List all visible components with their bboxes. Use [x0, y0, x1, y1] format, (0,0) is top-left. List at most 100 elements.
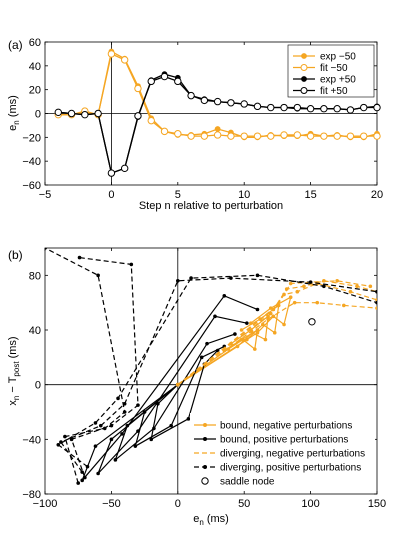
trajectory-point — [239, 337, 244, 342]
trajectory-point — [77, 255, 82, 260]
trajectory-line — [177, 302, 377, 386]
legend-entry: exp −50 — [293, 52, 356, 63]
trajectory-line — [81, 295, 258, 481]
trajectory-point — [226, 347, 231, 351]
panel-b-legend: bound, negative perturbations bound, posi… — [190, 413, 375, 489]
trajectory-point — [109, 423, 114, 428]
trajectory-point — [368, 284, 373, 289]
trajectory-bound-positive — [80, 294, 260, 483]
trajectory-point — [239, 328, 244, 332]
data-point — [67, 109, 76, 118]
trajectory-line — [70, 257, 139, 478]
trajectory-point — [308, 280, 313, 284]
trajectory-point — [288, 295, 293, 300]
series-3 — [54, 72, 381, 177]
panel-b-plot-area — [45, 248, 377, 494]
data-point — [174, 77, 182, 86]
trajectory-line — [177, 282, 377, 386]
trajectory-point — [122, 402, 127, 406]
x-tick-label: 5 — [175, 189, 181, 201]
data-point — [107, 50, 116, 58]
x-tick-label: 10 — [238, 189, 250, 201]
data-point — [200, 132, 209, 140]
y-tick-label: −40 — [22, 434, 41, 446]
trajectory-point — [375, 289, 377, 294]
trajectory-point — [80, 478, 84, 483]
legend-marker — [201, 477, 209, 485]
legend-entry: exp +50 — [293, 75, 356, 86]
legend-entry: bound, negative perturbations — [194, 421, 352, 432]
trajectory-point — [222, 294, 227, 298]
trajectory-point — [342, 303, 346, 308]
panel-a: (a) −5 0 5 10 15 20 −60 −40 −20 0 20 40 60 Step n re… — [7, 37, 383, 212]
trajectory-point — [229, 276, 233, 280]
trajectory-point — [152, 426, 156, 431]
data-point — [147, 116, 155, 125]
trajectory-point — [169, 423, 173, 428]
trajectory-point — [136, 403, 140, 407]
data-point — [227, 132, 235, 140]
trajectory-point — [255, 273, 260, 278]
legend-entry: fit +50 — [293, 86, 348, 97]
data-point — [134, 84, 142, 93]
y-tick-label: −60 — [22, 180, 41, 192]
y-tick-label: −40 — [22, 156, 41, 168]
trajectory-point — [176, 279, 180, 283]
trajectory-point — [199, 355, 204, 360]
trajectory-diverging-negative — [176, 279, 377, 387]
trajectory-point — [113, 458, 118, 462]
panel-a-x-axis-label: Step n relative to perturbation — [139, 200, 283, 212]
trajectory-point — [268, 306, 273, 310]
data-point — [227, 99, 235, 107]
trajectory-point — [213, 314, 217, 319]
trajectory-point — [260, 322, 265, 327]
trajectory-point — [263, 337, 268, 342]
legend-marker — [301, 76, 307, 82]
legend-entry: diverging, negative perturbations — [194, 449, 365, 460]
data-point — [320, 132, 328, 140]
trajectory-point — [302, 284, 306, 289]
trajectory-point — [96, 273, 100, 278]
trajectory-point — [355, 284, 359, 289]
trajectory-point — [83, 475, 87, 480]
legend-label: bound, negative perturbations — [220, 421, 352, 432]
panel-a-label: (a) — [8, 38, 23, 52]
trajectory-diverging-negative — [176, 300, 377, 387]
data-point — [187, 91, 195, 100]
legend-label: diverging, negative perturbations — [220, 449, 365, 460]
y-tick-label: 40 — [29, 61, 41, 73]
data-point — [373, 132, 381, 140]
data-point — [253, 102, 262, 111]
trajectory-point — [266, 317, 270, 321]
legend-marker — [203, 465, 207, 469]
trajectory-point — [133, 444, 138, 448]
trajectory-point — [116, 396, 120, 401]
legend-marker — [300, 87, 308, 94]
data-point — [107, 169, 116, 177]
trajectory-point — [255, 330, 260, 335]
x-tick-label: 15 — [304, 189, 316, 201]
data-point — [267, 132, 275, 140]
trajectory-point — [255, 307, 260, 312]
data-point — [120, 164, 129, 173]
data-point — [120, 56, 129, 64]
legend-label: diverging, positive perturbations — [220, 463, 361, 474]
legend-marker — [301, 53, 307, 59]
legend-entry: bound, positive perturbations — [194, 435, 348, 446]
x-tick-label: −50 — [102, 498, 121, 510]
legend-entry: saddle node — [201, 477, 275, 488]
y-tick-label: 20 — [29, 85, 41, 97]
data-point — [94, 109, 102, 118]
trajectory-point — [189, 276, 193, 280]
data-point — [214, 126, 221, 132]
trajectory-diverging-positive — [45, 248, 127, 485]
panel-a-y-axis-label: en (ms) — [7, 95, 21, 131]
trajectory-point — [322, 284, 326, 289]
panel-b-ticks: −100 −50 0 50 100 150 −80 −40 0 40 80 — [22, 248, 386, 510]
data-point — [253, 132, 262, 140]
data-point — [306, 105, 315, 113]
legend-entry: diverging, positive perturbations — [194, 463, 361, 474]
data-point — [373, 103, 381, 112]
